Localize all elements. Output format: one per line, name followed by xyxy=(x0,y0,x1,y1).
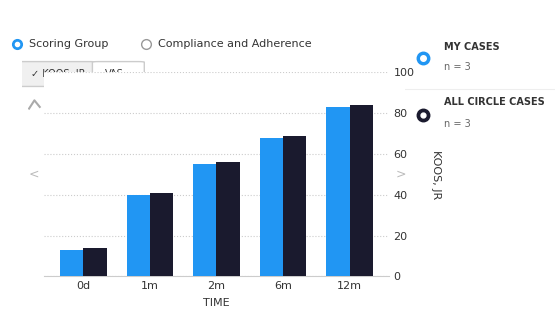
Bar xyxy=(54,92,59,117)
Text: ✓ KOOS, JR: ✓ KOOS, JR xyxy=(31,69,86,79)
Bar xyxy=(350,105,373,276)
Text: n = 3: n = 3 xyxy=(444,63,471,72)
Text: Circle Analytics: Circle Analytics xyxy=(13,10,109,23)
Bar xyxy=(60,250,83,276)
Text: <: < xyxy=(29,168,39,181)
Text: Scoring Group: Scoring Group xyxy=(29,39,109,49)
Text: VAS: VAS xyxy=(105,69,123,79)
Text: MY CASES: MY CASES xyxy=(444,42,500,52)
Y-axis label: KOOS, JR: KOOS, JR xyxy=(431,150,441,199)
Bar xyxy=(260,138,283,276)
Bar xyxy=(216,162,240,276)
Bar xyxy=(49,102,54,117)
Bar xyxy=(60,99,64,117)
Bar xyxy=(83,248,107,276)
X-axis label: TIME: TIME xyxy=(203,298,230,308)
FancyBboxPatch shape xyxy=(16,62,95,87)
FancyBboxPatch shape xyxy=(93,62,144,87)
Bar xyxy=(283,136,306,276)
Text: n = 3: n = 3 xyxy=(444,119,471,129)
Text: Compliance and Adherence: Compliance and Adherence xyxy=(158,39,312,49)
Text: ALL CIRCLE CASES: ALL CIRCLE CASES xyxy=(444,97,545,107)
Bar xyxy=(150,193,173,276)
Bar xyxy=(193,164,216,276)
Bar xyxy=(127,195,150,276)
Bar xyxy=(326,107,350,276)
Text: >: > xyxy=(395,168,406,181)
